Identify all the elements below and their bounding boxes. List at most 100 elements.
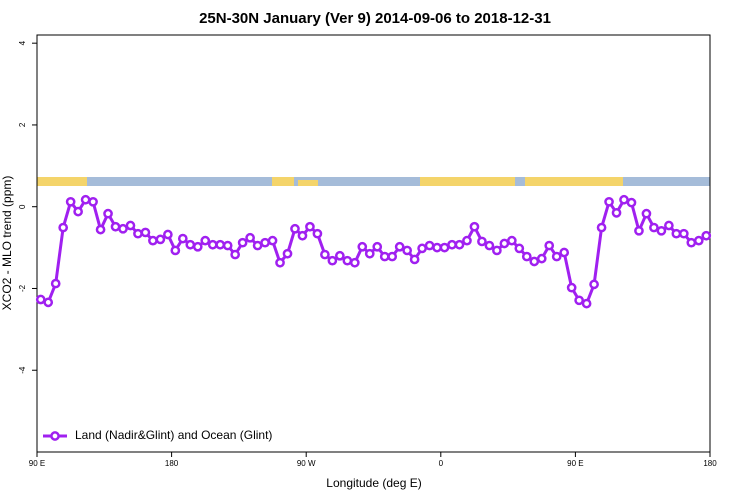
data-point (192, 241, 203, 252)
x-tick-label: 90 E (29, 459, 45, 468)
data-point (514, 243, 525, 254)
data-point (252, 240, 263, 251)
data-point (626, 197, 637, 208)
data-point (349, 257, 360, 268)
data-point (170, 245, 181, 256)
x-tick-label: 180 (703, 459, 717, 468)
data-point (275, 257, 285, 268)
x-axis-label: Longitude (deg E) (326, 476, 421, 490)
data-point (140, 227, 151, 238)
data-point (155, 234, 166, 245)
y-tick-label: 2 (18, 122, 27, 127)
x-tick-label: 0 (439, 459, 444, 468)
data-point (649, 222, 659, 233)
land-band (420, 177, 515, 186)
data-point (230, 249, 241, 260)
data-point (125, 220, 136, 231)
land-band (37, 177, 87, 186)
data-point (611, 207, 622, 218)
data-point (95, 224, 106, 235)
chart-title: 25N-30N January (Ver 9) 2014-09-06 to 20… (199, 10, 551, 27)
data-point (664, 220, 674, 231)
data-point (492, 245, 502, 256)
x-tick-label: 90 W (297, 459, 316, 468)
legend-marker (50, 431, 60, 441)
land-ocean-strip (37, 177, 710, 186)
data-point (701, 230, 712, 241)
data-point (454, 239, 465, 250)
data-point (439, 242, 450, 253)
x-tick-label: 180 (165, 459, 179, 468)
data-point (222, 240, 233, 251)
data-point (185, 239, 196, 250)
data-point (671, 228, 682, 239)
data-point (656, 225, 667, 236)
data-point (267, 235, 278, 246)
data-point (118, 223, 128, 234)
data-point (364, 248, 375, 259)
data-point (417, 243, 427, 254)
data-point (424, 240, 435, 251)
data-point (65, 196, 76, 207)
data-point (432, 242, 442, 253)
data-point (387, 251, 398, 262)
y-tick-label: -4 (18, 366, 27, 374)
data-point (544, 240, 555, 251)
y-tick-label: -2 (18, 284, 27, 292)
data-point (589, 279, 599, 290)
x-tick-label: 90 E (567, 459, 583, 468)
data-point (305, 221, 315, 232)
data-point (290, 223, 300, 234)
data-point (634, 225, 644, 236)
data-point (641, 208, 652, 219)
data-point (484, 240, 495, 251)
land-band (525, 177, 623, 186)
data-point (297, 230, 308, 241)
data-point (260, 237, 270, 248)
land-band (298, 180, 318, 186)
data-point (80, 194, 91, 205)
data-point (559, 247, 570, 258)
data-point (237, 237, 248, 248)
data-point (200, 235, 211, 246)
data-point (50, 278, 61, 289)
data-point (499, 238, 510, 249)
data-point (551, 251, 562, 262)
data-point (619, 194, 629, 205)
data-point (604, 196, 614, 207)
data-point (469, 221, 480, 232)
data-point (506, 235, 517, 246)
data-point (88, 196, 98, 207)
data-point (207, 239, 218, 250)
data-point (148, 235, 158, 246)
plot-frame (36, 34, 711, 453)
data-point (58, 222, 69, 233)
y-axis-label: XCO2 - MLO trend (ppm) (0, 176, 14, 311)
data-point (110, 221, 121, 232)
data-point (521, 251, 532, 262)
data-point (536, 253, 547, 264)
data-point (342, 255, 353, 266)
data-point (335, 250, 345, 261)
data-point (678, 228, 689, 239)
data-point (409, 254, 420, 265)
y-tick-label: 0 (18, 204, 27, 209)
data-point (402, 245, 412, 256)
data-point (43, 297, 54, 308)
data-point (566, 282, 577, 293)
data-point (133, 228, 143, 239)
data-point (372, 241, 383, 252)
data-point (574, 295, 584, 306)
data-point (462, 235, 472, 246)
data-point (596, 222, 607, 233)
data-point (103, 208, 113, 219)
data-point (177, 233, 188, 244)
data-point (447, 239, 457, 250)
data-point (35, 294, 46, 305)
data-point (215, 239, 226, 250)
data-point (477, 236, 487, 247)
data-point (245, 232, 255, 243)
legend-label: Land (Nadir&Glint) and Ocean (Glint) (75, 428, 272, 442)
y-tick-label: 4 (18, 40, 27, 45)
